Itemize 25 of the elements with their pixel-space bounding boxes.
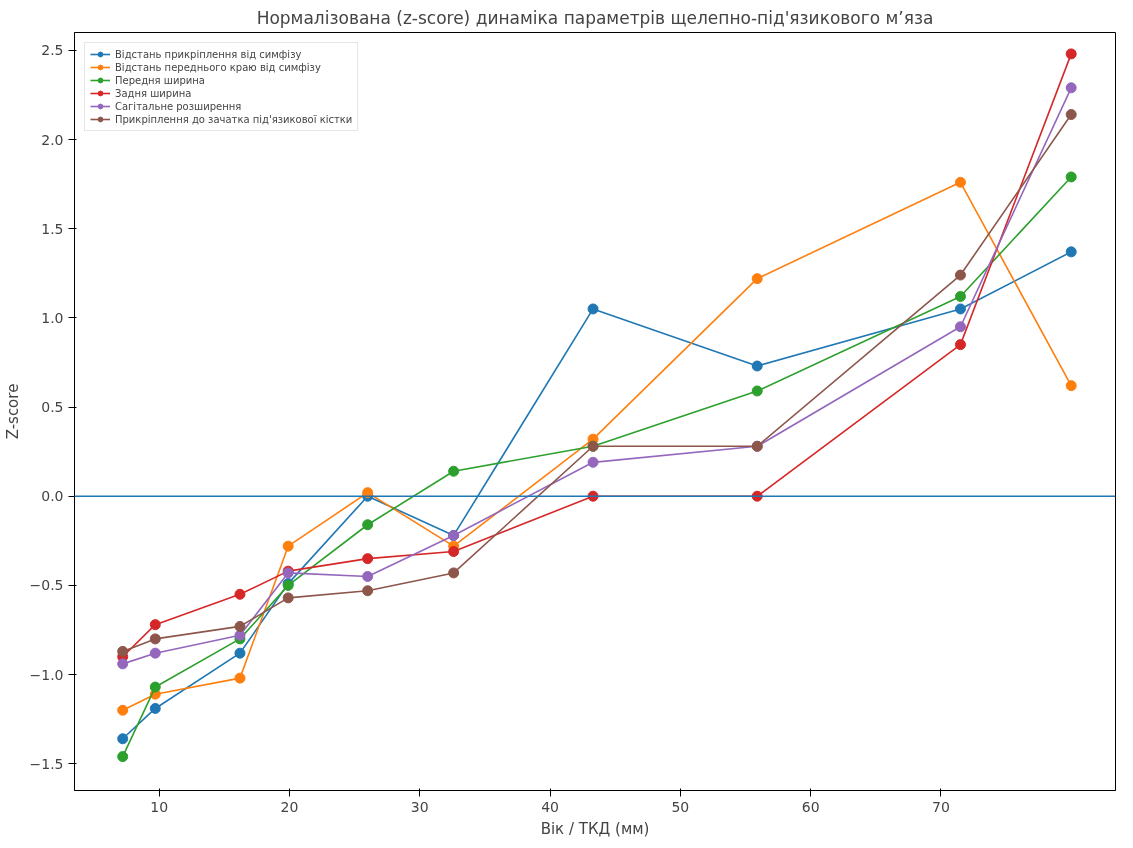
legend-label: Передня ширина [115,74,205,86]
x-tick-label: 40 [541,798,559,815]
legend-label: Сагітальне розширення [115,100,242,112]
y-tick-label: −1.5 [29,755,64,772]
legend-label: Задня ширина [115,87,192,99]
y-tick-label: 1.5 [41,220,64,237]
x-tick-label: 70 [932,798,950,815]
y-tick-label: 2.0 [41,131,64,148]
y-tick-label: 1.0 [41,309,64,326]
y-tick-label: −1.0 [29,666,64,683]
x-tick-label: 50 [671,798,690,815]
legend-label: Відстань переднього краю від симфізу [115,61,321,73]
y-axis-title: Z-score [3,383,22,440]
legend-label: Прикріплення до зачатка під'язикової кістки [115,113,353,125]
y-tick-label: 0.0 [41,488,64,505]
chart-title: Нормалізована (z-score) динаміка параметрів щелепно-під'язикового м’яза [256,7,934,28]
legend-label: Відстань прикріплення від симфізу [115,48,302,60]
x-axis-title: Вік / ТКД (мм) [540,819,650,838]
y-tick-label: 2.5 [41,42,64,59]
x-tick-label: 60 [801,798,820,815]
x-tick-label: 30 [410,798,429,815]
y-tick-label: −0.5 [29,577,64,594]
x-tick-label: 10 [150,798,169,815]
y-tick-label: 0.5 [41,399,64,416]
x-tick-label: 20 [280,798,299,815]
